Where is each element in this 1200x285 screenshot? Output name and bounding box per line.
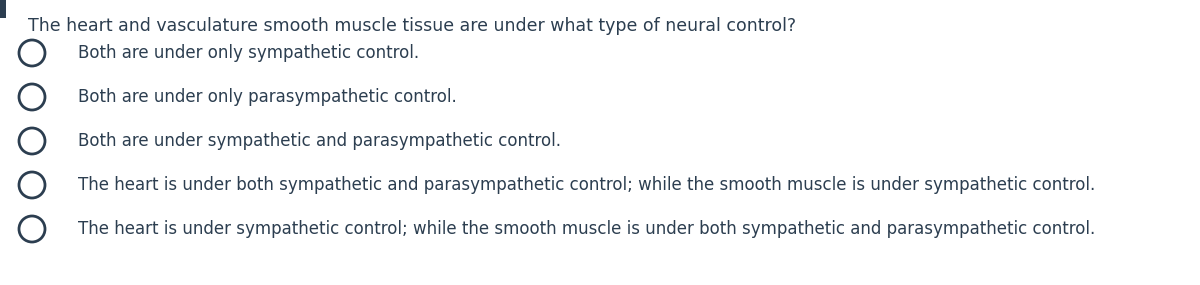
Ellipse shape [19, 128, 46, 154]
Text: The heart is under sympathetic control; while the smooth muscle is under both sy: The heart is under sympathetic control; … [78, 220, 1096, 238]
Ellipse shape [19, 216, 46, 242]
Text: Both are under only sympathetic control.: Both are under only sympathetic control. [78, 44, 419, 62]
Ellipse shape [19, 84, 46, 110]
Bar [0, 0, 6, 18]
Text: Both are under sympathetic and parasympathetic control.: Both are under sympathetic and parasympa… [78, 132, 562, 150]
Text: The heart is under both sympathetic and parasympathetic control; while the smoot: The heart is under both sympathetic and … [78, 176, 1096, 194]
Ellipse shape [19, 172, 46, 198]
Text: Both are under only parasympathetic control.: Both are under only parasympathetic cont… [78, 88, 457, 106]
Text: The heart and vasculature smooth muscle tissue are under what type of neural con: The heart and vasculature smooth muscle … [28, 17, 796, 35]
Ellipse shape [19, 40, 46, 66]
